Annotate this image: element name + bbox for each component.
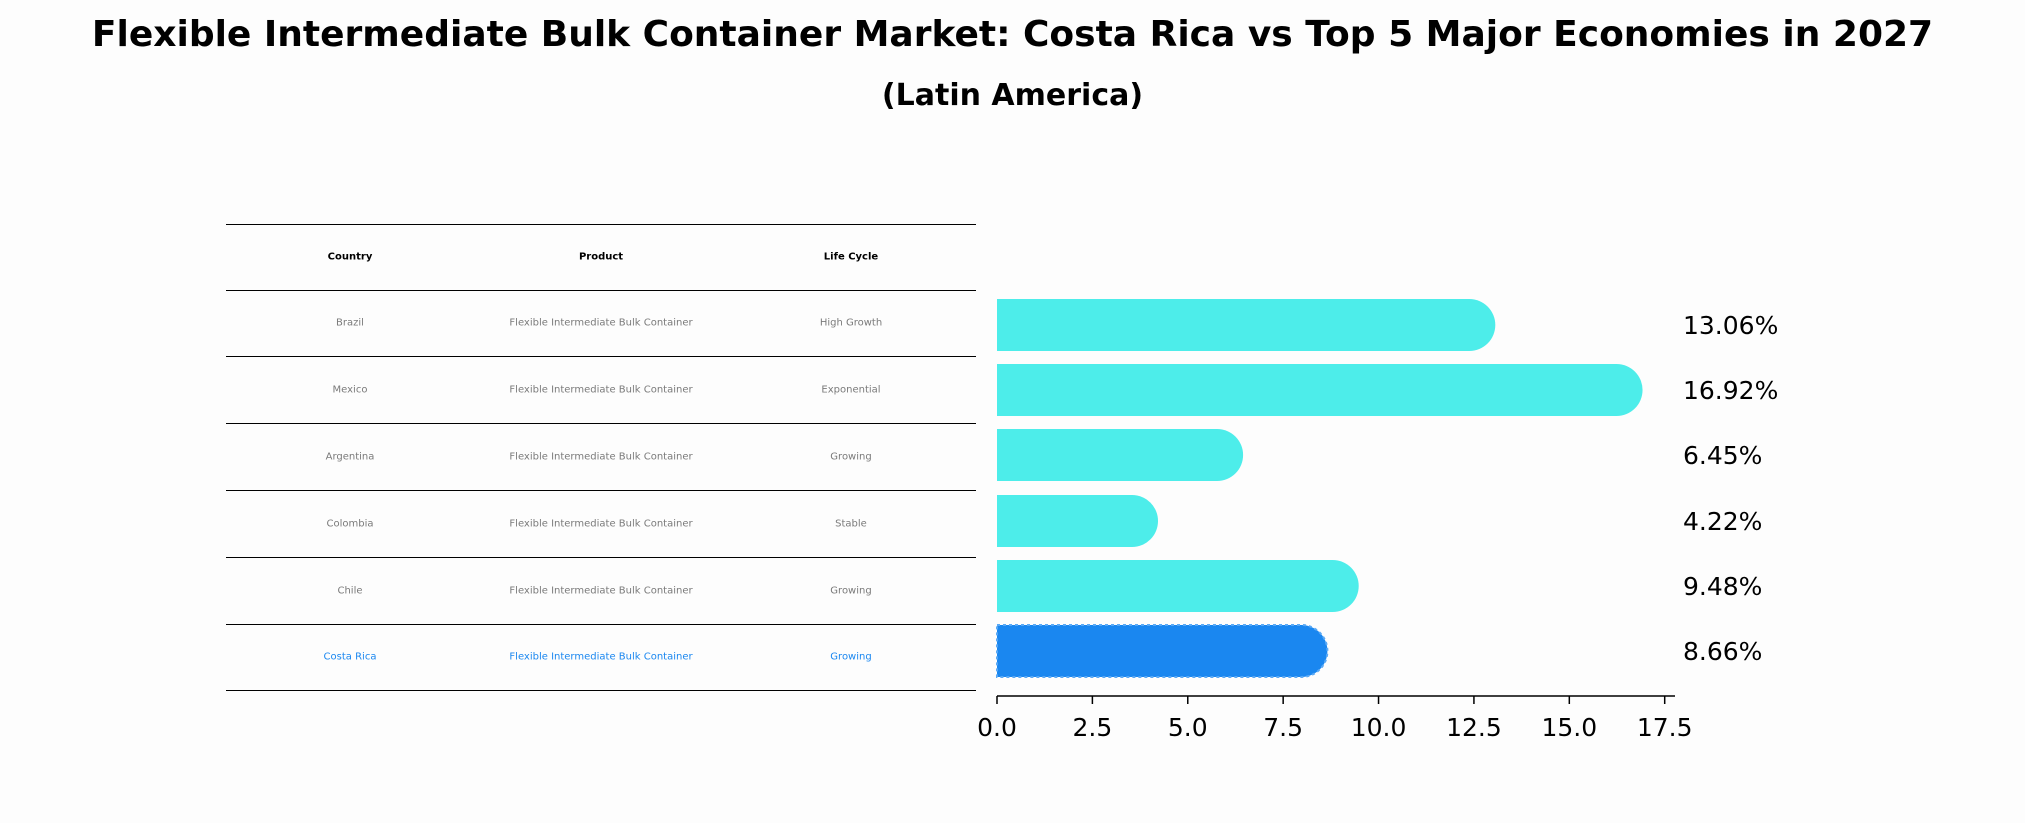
x-tick-label: 15.0 — [1541, 713, 1597, 742]
table-cell: Colombia — [326, 518, 374, 529]
table-cell: Mexico — [332, 384, 368, 395]
bar-colombia — [997, 495, 1159, 547]
table-cell: Chile — [337, 585, 363, 596]
x-tick-label: 5.0 — [1168, 713, 1208, 742]
table-cell: Exponential — [821, 384, 881, 395]
x-tick-label: 10.0 — [1351, 713, 1407, 742]
table-rule — [226, 690, 976, 691]
table-rule — [226, 423, 976, 424]
table-cell: Flexible Intermediate Bulk Container — [509, 317, 693, 329]
value-label: 6.45% — [1683, 441, 1762, 470]
chart-subtitle: (Latin America) — [881, 78, 1144, 113]
table-header-cell: Product — [578, 251, 624, 263]
table-cell: Flexible Intermediate Bulk Container — [509, 518, 693, 529]
table-rule — [226, 624, 976, 625]
table-rule — [226, 290, 976, 291]
bar-chile — [997, 560, 1359, 612]
x-tick-label: 2.5 — [1073, 713, 1113, 742]
table-cell: Flexible Intermediate Bulk Container — [509, 384, 693, 395]
table-cell: Argentina — [325, 451, 375, 462]
table-rule — [226, 490, 976, 491]
table-cell: Brazil — [336, 317, 364, 329]
value-label: 8.66% — [1683, 637, 1762, 666]
bar-costa-rica — [996, 624, 1329, 678]
x-tick-label: 17.5 — [1637, 713, 1693, 742]
table-cell: Flexible Intermediate Bulk Container — [509, 651, 693, 663]
table-header-cell: Life Cycle — [823, 251, 879, 263]
bar-mexico — [997, 364, 1643, 416]
bar-brazil — [997, 299, 1496, 351]
table-rule — [226, 224, 976, 225]
table-cell: High Growth — [819, 317, 883, 329]
table-rule — [226, 356, 976, 357]
table-header-cell: Country — [327, 251, 373, 263]
table-cell: Flexible Intermediate Bulk Container — [509, 451, 693, 462]
bar-argentina — [997, 429, 1244, 481]
value-label: 16.92% — [1683, 376, 1778, 405]
table-cell: Stable — [835, 518, 867, 529]
table-cell: Growing — [830, 451, 872, 462]
table-cell: Growing — [830, 651, 872, 663]
x-tick-label: 12.5 — [1446, 713, 1502, 742]
value-label: 9.48% — [1683, 572, 1762, 601]
x-tick-label: 7.5 — [1263, 713, 1303, 742]
table-cell: Costa Rica — [323, 651, 377, 663]
x-tick-label: 0.0 — [977, 713, 1017, 742]
table-cell: Flexible Intermediate Bulk Container — [509, 585, 693, 596]
table-rule — [226, 557, 976, 558]
value-label: 4.22% — [1683, 507, 1762, 536]
chart-title: Flexible Intermediate Bulk Container Mar… — [91, 14, 1934, 55]
value-label: 13.06% — [1683, 311, 1778, 340]
table-cell: Growing — [830, 585, 872, 596]
